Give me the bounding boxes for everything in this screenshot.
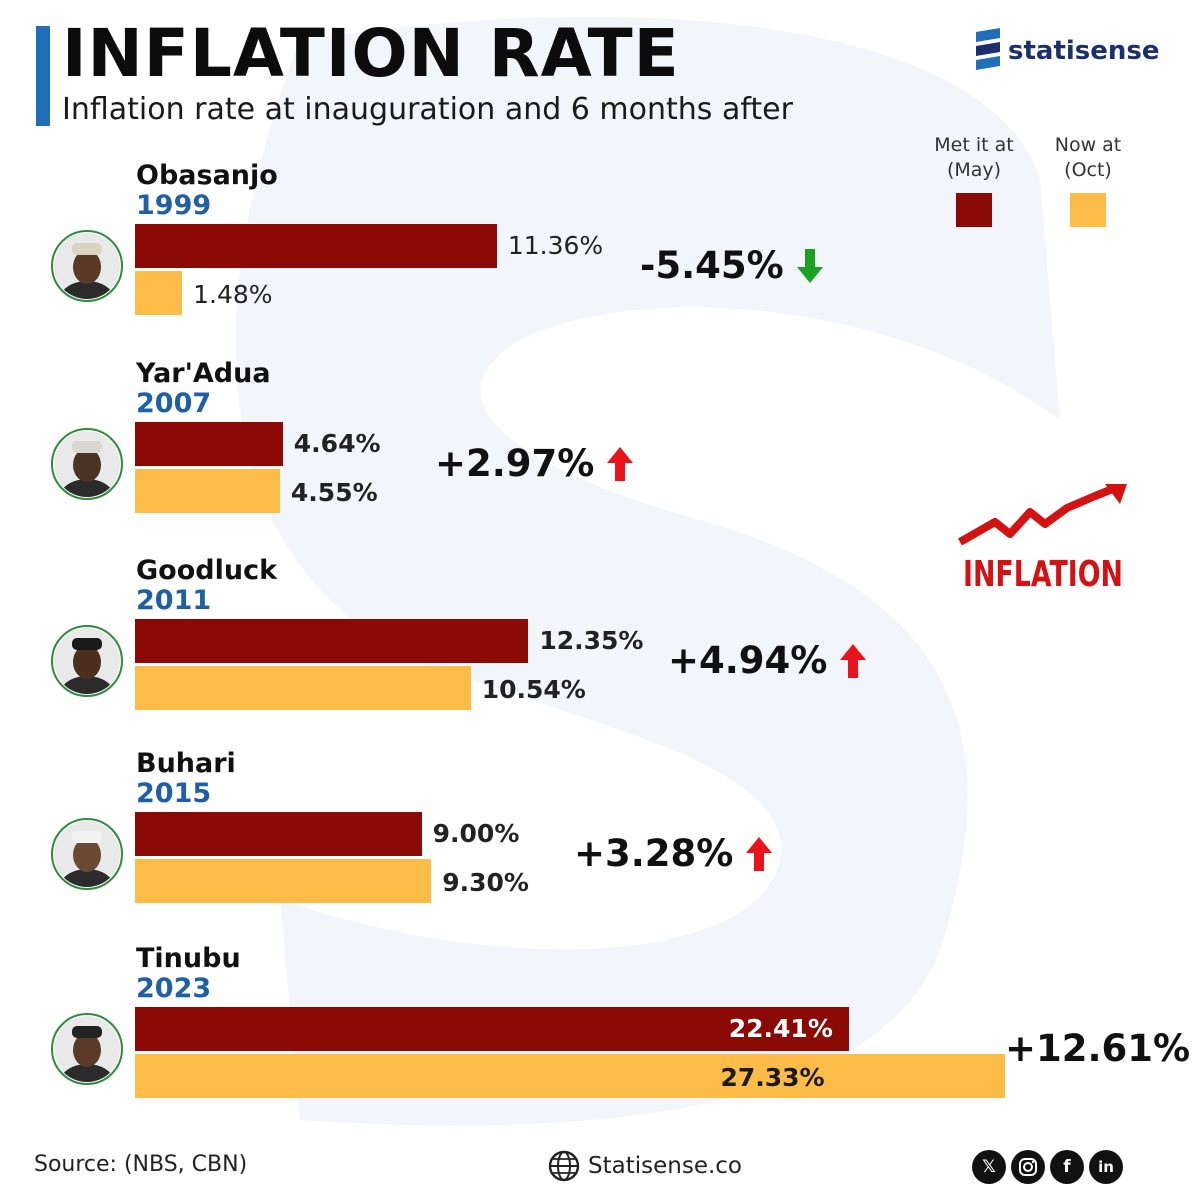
value-label-oct: 9.30% [442,868,529,897]
inauguration-year: 2023 [136,973,212,1004]
value-label-oct: 10.54% [481,675,586,704]
change-indicator: +3.28% [574,832,773,875]
president-avatar [51,625,123,697]
change-indicator: +12.61% [1005,1027,1200,1070]
facebook-icon[interactable]: f [1050,1150,1084,1184]
change-indicator: -5.45% [640,244,824,287]
change-indicator: +2.97% [435,442,634,485]
footer-website-text: Statisense.co [588,1153,742,1179]
change-value: +3.28% [574,832,734,875]
arrow-up-icon [607,446,634,481]
bar-may [135,619,529,663]
president-name: Yar'Adua [136,358,271,389]
arrow-up-icon [746,836,773,871]
change-value: +12.61% [1005,1027,1191,1070]
president-avatar [51,1013,123,1085]
legend-item-may: Met it at (May) [922,133,1026,227]
president-avatar [51,428,123,500]
value-label-may: 4.64% [293,429,381,458]
president-name: Goodluck [136,555,278,586]
inauguration-year: 2015 [136,778,212,809]
president-name: Obasanjo [136,160,278,191]
bar-oct [135,469,280,513]
social-icons: 𝕏 f in [972,1150,1128,1184]
value-label-oct: 4.55% [290,478,378,507]
instagram-icon[interactable] [1011,1150,1045,1184]
bar-oct [135,1054,1006,1098]
linkedin-icon[interactable]: in [1089,1150,1123,1184]
inflation-trend-graphic: INFLATION [958,484,1127,594]
x-icon[interactable]: 𝕏 [972,1150,1006,1184]
president-avatar [51,818,123,890]
footer-website[interactable]: Statisense.co [548,1150,742,1182]
bar-may [135,224,497,268]
title-accent-bar [36,26,50,126]
president-name: Buhari [136,748,236,779]
value-label-may: 11.36% [507,231,604,260]
inauguration-year: 1999 [136,190,212,221]
arrow-down-icon [796,248,823,283]
change-value: +4.94% [668,639,828,682]
value-label-may: 22.41% [728,1014,833,1043]
bar-may [135,812,422,856]
president-avatar [51,230,123,302]
legend-item-oct: Now at (Oct) [1036,133,1140,227]
brand-logo: statisense [972,28,1160,74]
bar-oct [135,859,432,903]
president-name: Tinubu [136,943,241,974]
footer-source: Source: (NBS, CBN) [34,1152,248,1177]
legend-label-line2: (May) [946,159,1002,181]
legend-swatch-may [956,193,992,227]
legend-label-line1: Now at [1054,134,1122,156]
bar-may [135,1007,849,1051]
change-value: +2.97% [435,442,595,485]
globe-icon [548,1150,580,1182]
value-label-may: 9.00% [432,819,520,848]
value-label-oct: 1.48% [193,280,273,309]
legend-swatch-oct [1070,193,1106,227]
bar-oct [135,271,183,315]
logo-text: statisense [1008,36,1160,66]
page-subtitle: Inflation rate at inauguration and 6 mon… [62,92,793,127]
inflation-graphic-text: INFLATION [963,554,1123,594]
value-label-oct: 27.33% [720,1063,825,1092]
value-label-may: 12.35% [539,626,644,655]
change-value: -5.45% [640,244,784,287]
page-title: INFLATION RATE [62,15,680,92]
statisense-logo-icon [976,28,1000,70]
bar-oct [135,666,471,710]
arrow-up-icon [840,643,867,678]
inauguration-year: 2007 [136,388,212,419]
legend-label-line1: Met it at [934,134,1014,156]
legend-label-line2: (Oct) [1064,159,1112,181]
change-indicator: +4.94% [668,639,867,682]
bar-may [135,422,283,466]
inauguration-year: 2011 [136,585,212,616]
